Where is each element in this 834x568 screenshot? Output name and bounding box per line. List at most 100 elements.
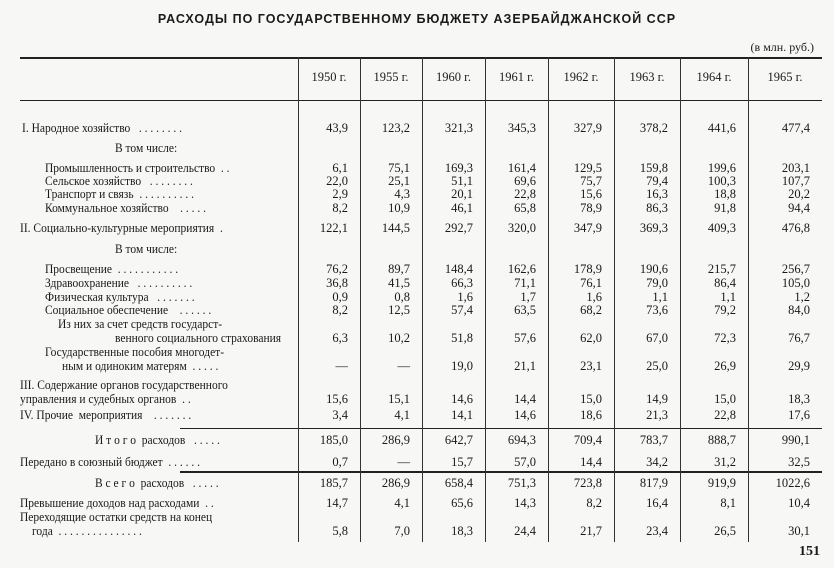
- table-cell: 18,8: [714, 187, 736, 201]
- table-cell: 6,3: [332, 331, 348, 345]
- table-cell: 144,5: [381, 221, 410, 235]
- rule-before-grand-total: [180, 471, 822, 473]
- table-cell: 76,1: [580, 276, 602, 290]
- table-cell: 36,8: [326, 276, 348, 290]
- row-label: В том числе:: [115, 141, 178, 155]
- row-label: венного социального страхования: [115, 331, 282, 345]
- table-cell: 3,4: [332, 408, 348, 422]
- page-number: 151: [799, 544, 820, 559]
- column-header: 1963 г.: [629, 70, 665, 84]
- table-cell: 72,3: [714, 331, 736, 345]
- table-cell: 14,1: [451, 408, 473, 422]
- table-cell: 1,2: [794, 290, 810, 304]
- table-cell: 84,0: [788, 303, 810, 317]
- table-cell: 25,0: [646, 359, 668, 373]
- table-cell: 105,0: [781, 276, 810, 290]
- table-cell: 477,4: [781, 121, 810, 135]
- row-label: Здравоохранение . . . . . . . . . .: [45, 276, 193, 290]
- table-cell: 31,2: [714, 455, 736, 469]
- table-cell: 0,7: [332, 455, 348, 469]
- table-cell: 75,1: [388, 161, 410, 175]
- table-cell: 43,9: [326, 121, 348, 135]
- table-cell: 15,7: [451, 455, 473, 469]
- table-cell: 1,6: [457, 290, 473, 304]
- table-cell: 57,6: [514, 331, 536, 345]
- table-cell: 0,9: [332, 290, 348, 304]
- table-cell: 20,2: [788, 187, 810, 201]
- column-header: 1960 г.: [436, 70, 471, 84]
- table-cell: 30,1: [788, 524, 810, 538]
- row-label: Передано в союзный бюджет . . . . . .: [20, 455, 201, 469]
- table-cell: 10,2: [388, 331, 410, 345]
- table-cell: 29,9: [788, 359, 810, 373]
- table-cell: 79,2: [714, 303, 736, 317]
- table-cell: 14,7: [326, 496, 348, 510]
- table-cell: 215,7: [707, 262, 736, 276]
- row-label: Социальное обеспечение . . . . . .: [45, 303, 212, 317]
- table-cell: 122,1: [319, 221, 348, 235]
- table-cell: 15,0: [714, 392, 736, 406]
- table-cell: 123,2: [381, 121, 410, 135]
- table-cell: 68,2: [580, 303, 602, 317]
- table-cell: 86,4: [714, 276, 736, 290]
- table-cell: 751,3: [507, 476, 536, 490]
- table-cell: 69,6: [514, 174, 536, 188]
- table-cell: 65,8: [514, 201, 536, 215]
- table-cell: 8,1: [720, 496, 736, 510]
- table-cell: —: [397, 359, 411, 373]
- table-cell: 5,8: [332, 524, 348, 538]
- table-cell: 21,1: [514, 359, 536, 373]
- table-cell: 19,0: [451, 359, 473, 373]
- row-label: I. Народное хозяйство . . . . . . . .: [22, 121, 183, 135]
- table-cell: 79,4: [646, 174, 668, 188]
- row-label: Сельское хозяйство . . . . . . . .: [45, 174, 193, 188]
- row-label: В том числе:: [115, 242, 178, 256]
- table-cell: 23,4: [646, 524, 668, 538]
- table-cell: 14,3: [514, 496, 536, 510]
- table-cell: 94,4: [788, 201, 810, 215]
- column-header: 1950 г.: [311, 70, 347, 84]
- table-cell: 694,3: [507, 433, 536, 447]
- table-cell: 159,8: [639, 161, 668, 175]
- table-cell: 100,3: [707, 174, 736, 188]
- table-cell: 26,9: [714, 359, 736, 373]
- column-header: 1955 г.: [373, 70, 409, 84]
- table-cell: 21,7: [580, 524, 602, 538]
- table-cell: 73,6: [646, 303, 668, 317]
- table-cell: 8,2: [332, 201, 348, 215]
- table-cell: 15,1: [388, 392, 410, 406]
- table-cell: —: [397, 455, 411, 469]
- column-divider: [422, 57, 423, 542]
- table-cell: 41,5: [388, 276, 410, 290]
- table-cell: 22,8: [714, 408, 736, 422]
- column-divider: [298, 57, 299, 542]
- table-cell: 51,1: [451, 174, 473, 188]
- column-divider: [680, 57, 681, 542]
- table-cell: 4,1: [394, 496, 410, 510]
- table-cell: 723,8: [573, 476, 602, 490]
- table-cell: 169,3: [444, 161, 473, 175]
- row-label: управления и судебных органов . .: [20, 392, 191, 406]
- table-cell: 161,4: [507, 161, 536, 175]
- table-cell: 441,6: [707, 121, 736, 135]
- row-label: Из них за счет средств государст-: [58, 317, 223, 331]
- row-label: В с е г о расходов . . . . .: [95, 476, 219, 490]
- row-label: Транспорт и связь . . . . . . . . . .: [45, 187, 194, 201]
- table-cell: 51,8: [451, 331, 473, 345]
- table-cell: 18,6: [580, 408, 602, 422]
- row-label: Государственные пособия многодет-: [45, 345, 225, 359]
- table-cell: 199,6: [707, 161, 736, 175]
- table-cell: 658,4: [444, 476, 473, 490]
- table-cell: 7,0: [394, 524, 410, 538]
- table-cell: 34,2: [646, 455, 668, 469]
- table-cell: 22,8: [514, 187, 536, 201]
- table-cell: 21,3: [646, 408, 668, 422]
- table-cell: 18,3: [788, 392, 810, 406]
- table-cell: 15,6: [580, 187, 602, 201]
- table-cell: 409,3: [707, 221, 736, 235]
- table-cell: 89,7: [388, 262, 410, 276]
- row-label: Переходящие остатки средств на конец: [20, 510, 213, 524]
- table-cell: 129,5: [573, 161, 602, 175]
- table-cell: 190,6: [639, 262, 668, 276]
- table-cell: 6,1: [332, 161, 348, 175]
